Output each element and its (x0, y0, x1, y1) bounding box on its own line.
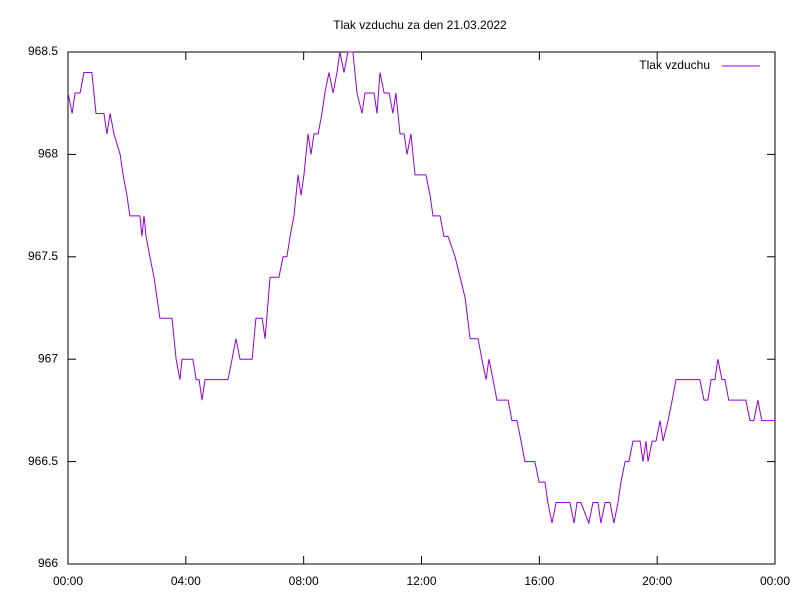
x-tick-label: 20:00 (642, 574, 672, 588)
x-tick-label: 00:00 (760, 574, 790, 588)
x-tick-label: 12:00 (406, 574, 436, 588)
chart-title: Tlak vzduchu za den 21.03.2022 (333, 18, 507, 32)
y-tick-label: 966.5 (28, 454, 58, 468)
y-tick-label: 966 (38, 556, 58, 570)
data-line (67, 51, 775, 525)
x-tick-label: 08:00 (289, 574, 319, 588)
legend-label: Tlak vzduchu (639, 58, 710, 72)
y-tick-label: 967 (38, 351, 58, 365)
x-tick-label: 00:00 (53, 574, 83, 588)
y-tick-label: 968 (38, 147, 58, 161)
y-tick-label: 967.5 (28, 249, 58, 263)
y-tick-label: 968.5 (28, 44, 58, 58)
x-tick-label: 16:00 (524, 574, 554, 588)
x-tick-label: 04:00 (171, 574, 201, 588)
